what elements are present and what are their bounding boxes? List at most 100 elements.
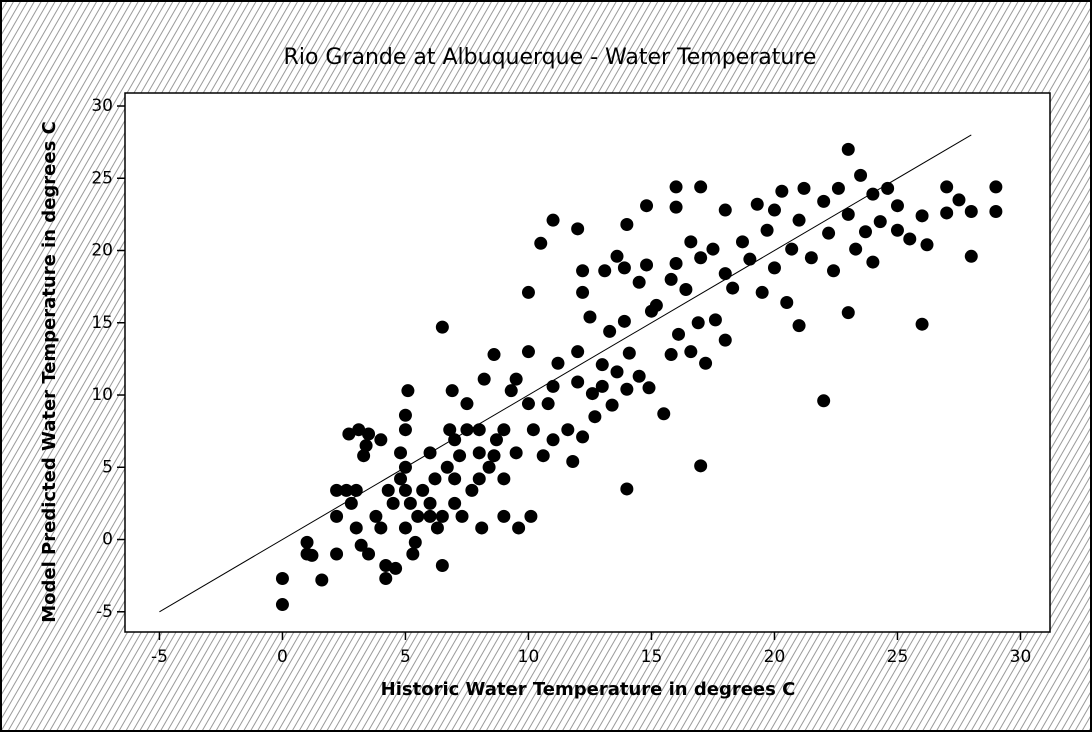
point bbox=[394, 446, 408, 460]
point bbox=[632, 369, 646, 383]
point bbox=[603, 324, 617, 338]
point bbox=[398, 423, 412, 437]
y-tick-label: 0 bbox=[102, 530, 113, 550]
point bbox=[435, 559, 449, 573]
point bbox=[357, 449, 371, 463]
point bbox=[588, 410, 602, 424]
point bbox=[526, 423, 540, 437]
point bbox=[386, 496, 400, 510]
point bbox=[398, 460, 412, 474]
point bbox=[605, 398, 619, 412]
point bbox=[595, 379, 609, 393]
point bbox=[691, 316, 705, 330]
point bbox=[504, 384, 518, 398]
point bbox=[571, 345, 585, 359]
point bbox=[475, 521, 489, 535]
point bbox=[423, 496, 437, 510]
point bbox=[339, 483, 353, 497]
point bbox=[546, 213, 560, 227]
x-tick-label: 30 bbox=[1010, 647, 1032, 667]
point bbox=[694, 251, 708, 265]
x-tick-label: 0 bbox=[277, 647, 288, 667]
point bbox=[408, 535, 422, 549]
y-tick-label: 30 bbox=[91, 96, 113, 116]
point bbox=[735, 235, 749, 249]
point bbox=[866, 187, 880, 201]
point bbox=[509, 372, 523, 386]
point bbox=[952, 193, 966, 207]
x-axis-label: Historic Water Temperature in degrees C bbox=[381, 679, 796, 700]
point bbox=[632, 275, 646, 289]
point bbox=[669, 200, 683, 214]
point bbox=[822, 226, 836, 240]
x-tick-label: -5 bbox=[151, 647, 168, 667]
point bbox=[541, 397, 555, 411]
point bbox=[300, 547, 314, 561]
y-axis-label: Model Predicted Water Temperature in deg… bbox=[39, 121, 60, 623]
point bbox=[817, 194, 831, 208]
point bbox=[411, 509, 425, 523]
point bbox=[726, 281, 740, 295]
point bbox=[915, 317, 929, 331]
point bbox=[435, 320, 449, 334]
point bbox=[398, 408, 412, 422]
point bbox=[664, 272, 678, 286]
point bbox=[750, 197, 764, 211]
point bbox=[398, 483, 412, 497]
point bbox=[330, 483, 344, 497]
point bbox=[460, 397, 474, 411]
x-tick-label: 10 bbox=[518, 647, 540, 667]
point bbox=[684, 345, 698, 359]
point bbox=[841, 142, 855, 156]
point bbox=[767, 203, 781, 217]
point bbox=[416, 483, 430, 497]
point bbox=[617, 261, 631, 275]
point bbox=[785, 242, 799, 256]
point bbox=[792, 319, 806, 333]
point bbox=[849, 242, 863, 256]
point bbox=[598, 264, 612, 278]
point bbox=[964, 204, 978, 218]
point bbox=[792, 213, 806, 227]
point bbox=[379, 559, 393, 573]
point bbox=[487, 348, 501, 362]
point bbox=[330, 547, 344, 561]
point bbox=[576, 430, 590, 444]
point bbox=[403, 496, 417, 510]
point bbox=[374, 521, 388, 535]
x-tick-label: 20 bbox=[764, 647, 786, 667]
point bbox=[428, 472, 442, 486]
point bbox=[362, 427, 376, 441]
point bbox=[369, 509, 383, 523]
point bbox=[487, 449, 501, 463]
point bbox=[342, 427, 356, 441]
point bbox=[448, 472, 462, 486]
point bbox=[354, 538, 368, 552]
point bbox=[275, 598, 289, 612]
point bbox=[854, 168, 868, 182]
point bbox=[780, 296, 794, 310]
point bbox=[620, 217, 634, 231]
point bbox=[989, 180, 1003, 194]
point bbox=[940, 180, 954, 194]
point bbox=[940, 206, 954, 220]
point bbox=[349, 483, 363, 497]
point bbox=[374, 433, 388, 447]
point bbox=[576, 285, 590, 299]
point bbox=[890, 199, 904, 213]
point bbox=[718, 267, 732, 281]
point bbox=[708, 313, 722, 327]
point bbox=[915, 209, 929, 223]
point bbox=[381, 483, 395, 497]
point bbox=[804, 251, 818, 265]
point bbox=[640, 199, 654, 213]
point bbox=[620, 382, 634, 396]
point bbox=[546, 379, 560, 393]
point bbox=[672, 327, 686, 341]
point bbox=[379, 572, 393, 586]
point bbox=[512, 521, 526, 535]
point bbox=[583, 310, 597, 324]
x-tick-label: 5 bbox=[400, 647, 411, 667]
point bbox=[873, 215, 887, 229]
point bbox=[642, 381, 656, 395]
